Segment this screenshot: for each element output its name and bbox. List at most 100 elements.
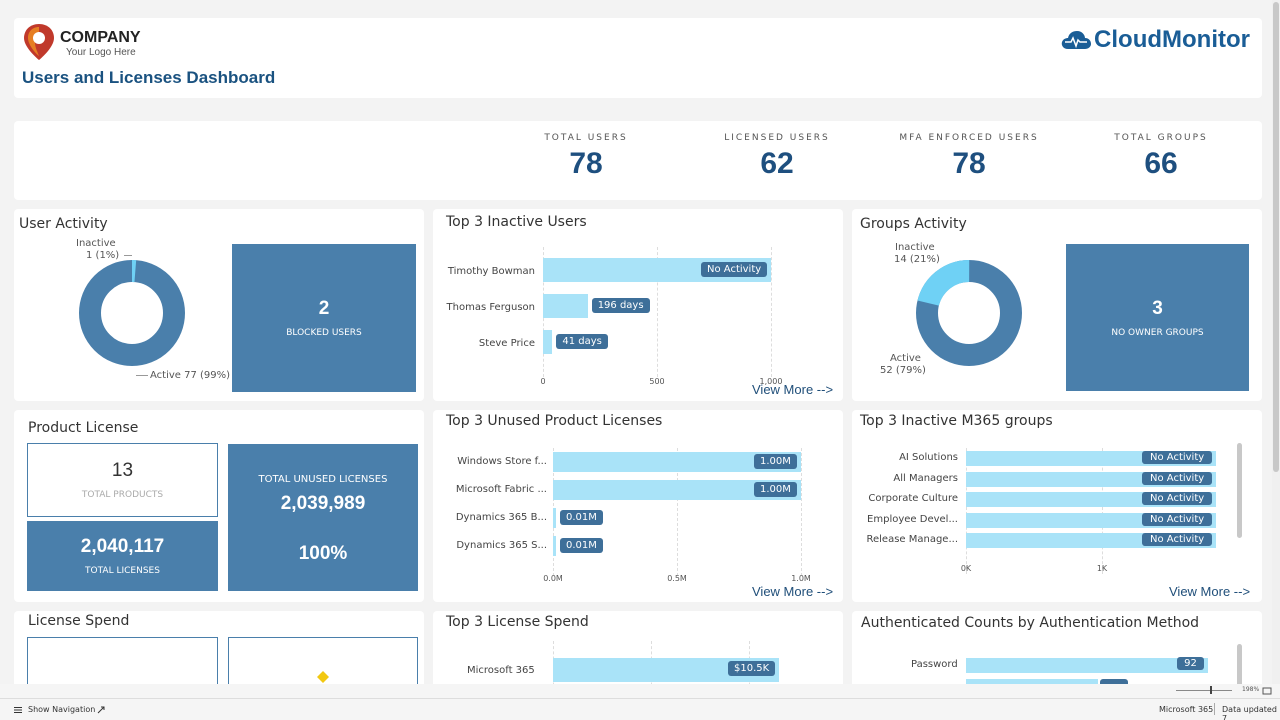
card-title: Product License [28, 420, 139, 436]
card-title: Top 3 Inactive Users [446, 214, 587, 230]
total-unused-label: TOTAL UNUSED LICENSES [258, 474, 388, 485]
top-inactive-groups-card: Top 3 Inactive M365 groups No Activity N… [852, 410, 1262, 602]
groups-activity-donut [916, 260, 1022, 366]
data-label: No Activity [1142, 513, 1213, 526]
category-label: Release Manage... [866, 534, 958, 545]
divider [1214, 703, 1215, 715]
gridline [677, 448, 678, 576]
bar-chart: $10.5K [553, 641, 803, 684]
inactive-label: Inactive [76, 238, 116, 249]
zoom-slider[interactable] [1176, 690, 1232, 691]
leader-line [124, 255, 132, 256]
header-card: COMPANY Your Logo Here Users and License… [14, 18, 1262, 98]
axis-tick-label: 500 [649, 377, 665, 386]
bar[interactable] [543, 294, 588, 318]
bar-partial [966, 679, 1098, 684]
category-label: Microsoft Fabric ... [455, 484, 547, 495]
bar[interactable] [553, 536, 556, 556]
scrollbar-thumb[interactable] [1237, 644, 1242, 684]
category-label: Thomas Ferguson [446, 302, 535, 313]
active-label: Active 77 (99%) [150, 370, 231, 381]
category-label: Windows Store f... [457, 456, 547, 467]
page-title: Users and Licenses Dashboard [22, 68, 276, 87]
company-logo-icon [24, 24, 54, 60]
scrollbar-thumb[interactable] [1237, 443, 1242, 538]
gridline [771, 247, 772, 377]
donut-inactive-slice [79, 260, 185, 366]
category-label: Steve Price [478, 338, 535, 349]
active-value: 52 (79%) [880, 365, 926, 376]
data-label: 1.00M [754, 454, 797, 469]
fit-page-icon[interactable] [1262, 687, 1272, 695]
groups-activity-card: Groups Activity Inactive 14 (21%) Active… [852, 209, 1262, 401]
kpi-mfa-users: MFA ENFORCED USERS 78 [894, 133, 1044, 181]
brand-name: CloudMonitor [1094, 26, 1250, 53]
bar[interactable] [966, 658, 1209, 673]
card-title: User Activity [19, 216, 108, 232]
bar[interactable] [553, 452, 801, 472]
page-scrollbar-thumb[interactable] [1273, 2, 1279, 472]
no-owner-groups-tile[interactable]: 3 NO OWNER GROUPS [1066, 244, 1249, 391]
show-navigation-button[interactable]: Show Navigation [14, 705, 95, 714]
total-unused-tile[interactable]: TOTAL UNUSED LICENSES 2,039,989 100% [228, 444, 418, 591]
license-spend-tile[interactable] [27, 637, 218, 684]
total-unused-value: 2,039,989 [280, 493, 366, 514]
axis-tick-label: 0.0M [543, 574, 563, 583]
auth-counts-card: Authenticated Counts by Authentication M… [852, 611, 1262, 684]
bar-chart: No Activity 196 days 41 days 0 500 1,000 [540, 247, 782, 386]
kpi-label: TOTAL USERS [544, 133, 628, 143]
category-label: Employee Devel... [867, 514, 958, 525]
license-spend-card: License Spend [14, 611, 424, 684]
workspace-name: Microsoft 365 [1159, 705, 1214, 714]
kpi-value: 62 [760, 147, 794, 180]
axis-tick-label: 1K [1096, 564, 1108, 573]
donut-inactive-slice [916, 260, 1022, 366]
data-updated-text: Data updated 7... [1222, 705, 1277, 720]
category-label: AI Solutions [899, 452, 958, 463]
row-labels: Windows Store f... Microsoft Fabric ... … [433, 448, 547, 568]
total-licenses-tile[interactable]: 2,040,117 TOTAL LICENSES [27, 521, 218, 591]
top-unused-licenses-card: Top 3 Unused Product Licenses 1.00M 1.00… [433, 410, 843, 602]
bar[interactable] [543, 330, 553, 354]
card-title: Top 3 Unused Product Licenses [446, 413, 663, 429]
view-more-link[interactable]: View More --> [752, 584, 834, 599]
data-label: No Activity [1142, 533, 1213, 546]
gridline [966, 448, 967, 574]
zoom-slider-handle[interactable] [1210, 686, 1212, 694]
top-license-spend-card: Top 3 License Spend $10.5K Microsoft 365 [433, 611, 843, 684]
total-products-value: 13 [111, 460, 134, 481]
axis-tick-label: 0.5M [667, 574, 687, 583]
data-label: No Activity [1142, 451, 1213, 464]
product-license-card: Product License 13 TOTAL PRODUCTS 2,040,… [14, 410, 424, 602]
inactive-value: 14 (21%) [894, 254, 940, 265]
card-title: Groups Activity [860, 216, 967, 232]
kpi-label: LICENSED USERS [724, 133, 830, 143]
row-labels: AI Solutions All Managers Corporate Cult… [852, 448, 958, 568]
data-label: 0.01M [560, 538, 603, 553]
bar[interactable] [553, 508, 556, 528]
axis-tick-label: 1,000 [759, 377, 783, 386]
blocked-users-tile[interactable]: 2 BLOCKED USERS [232, 244, 416, 392]
page-scrollbar[interactable] [1272, 0, 1280, 698]
show-navigation-label: Show Navigation [28, 705, 96, 714]
no-owner-groups-value: 3 [1152, 297, 1163, 319]
bar-chart: No Activity No Activity No Activity No A… [961, 448, 1216, 574]
report-canvas: COMPANY Your Logo Here Users and License… [14, 18, 1262, 684]
expand-icon[interactable] [97, 706, 105, 714]
kpi-total-groups: TOTAL GROUPS 66 [1086, 133, 1236, 181]
top-inactive-users-card: Top 3 Inactive Users No Activity 196 day… [433, 209, 843, 401]
user-activity-donut [79, 260, 185, 366]
kpi-value: 78 [569, 147, 603, 180]
category-label: All Managers [893, 473, 958, 484]
view-more-link[interactable]: View More --> [1169, 584, 1251, 599]
bar[interactable] [553, 480, 801, 500]
brand-logo: CloudMonitor [1060, 26, 1250, 54]
donut-active-slice [79, 260, 185, 366]
kpi-value: 78 [952, 147, 986, 180]
row-labels: Timothy Bowman Thomas Ferguson Steve Pri… [433, 247, 535, 367]
cloud-icon [1061, 31, 1092, 49]
view-more-link[interactable]: View More --> [752, 382, 834, 397]
category-label: Timothy Bowman [447, 266, 535, 277]
category-label: Corporate Culture [868, 493, 958, 504]
total-products-tile[interactable]: 13 TOTAL PRODUCTS [27, 443, 218, 517]
